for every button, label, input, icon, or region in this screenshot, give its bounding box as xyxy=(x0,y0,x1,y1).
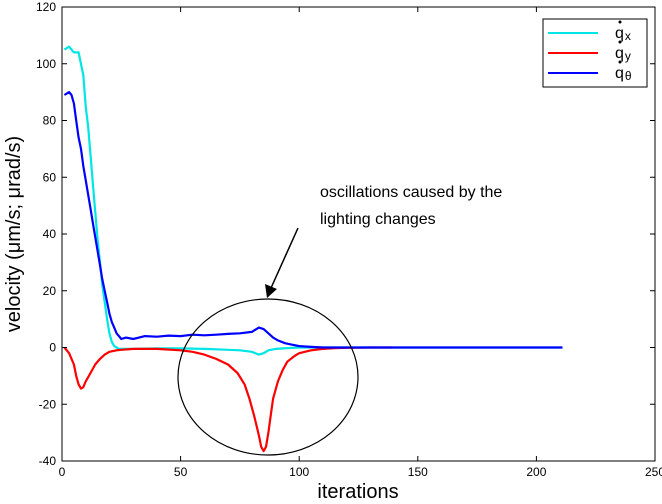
series-line-θ xyxy=(63,91,563,349)
legend-dot xyxy=(618,20,622,24)
series-line-y xyxy=(63,346,392,453)
legend: qx qy qθ xyxy=(542,18,648,88)
legend-dot xyxy=(618,40,622,44)
x-tick-label: 200 xyxy=(526,465,546,479)
y-tick-label: 80 xyxy=(43,114,57,128)
y-tick-label: 60 xyxy=(43,170,57,184)
y-tick-label: 120 xyxy=(36,0,56,14)
y-tick-label: 100 xyxy=(36,57,56,71)
x-tick-label: 0 xyxy=(59,465,66,479)
y-tick-label: 20 xyxy=(43,284,57,298)
legend-dot xyxy=(618,60,622,64)
legend-label-y: qy xyxy=(615,45,631,63)
annotation-arrowhead xyxy=(265,284,277,298)
series-layer xyxy=(63,45,563,453)
x-tick-label: 250 xyxy=(645,465,662,479)
annotation-circle xyxy=(177,298,359,456)
annotation-text-line-2: lighting changes xyxy=(320,211,436,228)
annotation-arrow xyxy=(270,227,299,289)
x-tick-label: 50 xyxy=(174,465,188,479)
y-tick-label: 40 xyxy=(43,227,57,241)
x-tick-label: 100 xyxy=(289,465,309,479)
legend-label-x: qx xyxy=(615,25,631,43)
ticks-layer: 0 50 100 150 200 250 -40 -20 0 20 40 60 80 100 120 xyxy=(36,0,662,479)
y-axis-label: velocity (μm/s; μrad/s) xyxy=(3,136,25,332)
x-axis-label: iterations xyxy=(317,481,398,503)
y-tick-label: -40 xyxy=(39,454,57,468)
y-tick-label: 0 xyxy=(49,341,56,355)
annotation: oscillations caused by the lighting chan… xyxy=(177,184,502,456)
series-line-x xyxy=(63,45,563,356)
x-tick-label: 150 xyxy=(408,465,428,479)
annotation-text-line-1: oscillations caused by the xyxy=(320,184,502,201)
y-tick-label: -20 xyxy=(39,397,57,411)
legend-label-θ: qθ xyxy=(615,65,632,83)
